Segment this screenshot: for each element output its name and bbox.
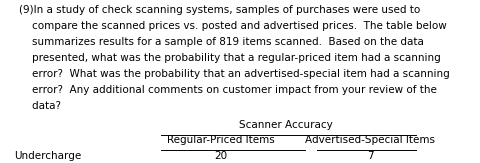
Text: 20: 20 xyxy=(214,151,228,161)
Text: 7: 7 xyxy=(366,151,373,161)
Text: presented, what was the probability that a regular-priced item had a scanning: presented, what was the probability that… xyxy=(19,53,440,63)
Text: Scanner Accuracy: Scanner Accuracy xyxy=(239,120,332,130)
Text: Advertised-Special Items: Advertised-Special Items xyxy=(305,135,434,145)
Text: data?: data? xyxy=(19,101,61,111)
Text: error?  Any additional comments on customer impact from your review of the: error? Any additional comments on custom… xyxy=(19,85,436,95)
Text: error?  What was the probability that an advertised-special item had a scanning: error? What was the probability that an … xyxy=(19,69,449,79)
Text: (9)In a study of check scanning systems, samples of purchases were used to: (9)In a study of check scanning systems,… xyxy=(19,5,420,15)
Text: Undercharge: Undercharge xyxy=(14,151,82,161)
Text: summarizes results for a sample of 819 items scanned.  Based on the data: summarizes results for a sample of 819 i… xyxy=(19,37,423,47)
Text: compare the scanned prices vs. posted and advertised prices.  The table below: compare the scanned prices vs. posted an… xyxy=(19,21,446,31)
Text: Regular-Priced Items: Regular-Priced Items xyxy=(167,135,275,145)
